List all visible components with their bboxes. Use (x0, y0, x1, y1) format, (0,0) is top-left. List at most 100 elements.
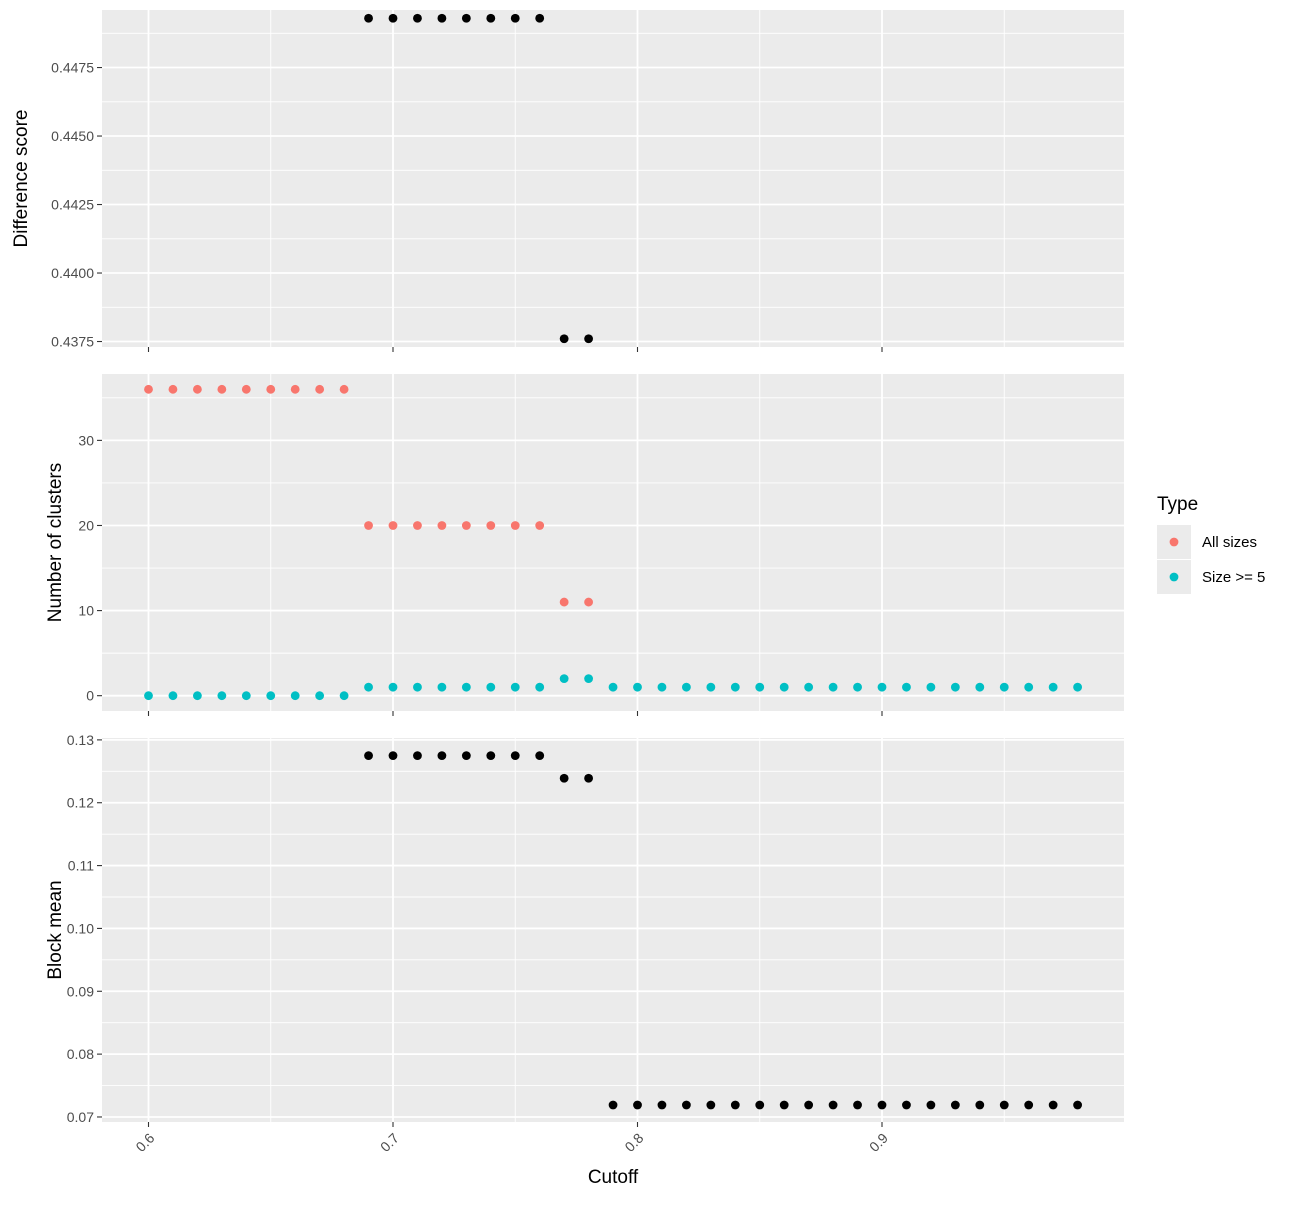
data-point (193, 691, 202, 701)
data-point (364, 682, 373, 692)
data-point (559, 773, 569, 783)
data-point (535, 13, 545, 23)
data-point (999, 682, 1009, 692)
x-tick-label: 0.6 (132, 1130, 157, 1155)
data-point (364, 521, 373, 530)
legend-key-marker (1169, 537, 1179, 547)
data-point (559, 597, 569, 607)
x-tick-label: 0.9 (866, 1130, 891, 1155)
data-point (657, 682, 667, 692)
y-tick-label: 0.4450 (51, 128, 94, 144)
y-axis-title: Difference score (11, 110, 32, 248)
y-tick-label: 0.11 (68, 858, 94, 874)
data-point (559, 334, 569, 344)
data-point (315, 384, 325, 394)
data-point (584, 773, 593, 783)
y-axis-title: Number of clusters (45, 463, 66, 622)
data-point (461, 751, 471, 760)
data-point (535, 751, 545, 760)
data-point (168, 384, 178, 394)
data-point (657, 1100, 667, 1110)
panel-background-2 (102, 374, 1124, 711)
data-point (510, 13, 520, 23)
data-point (486, 13, 496, 23)
data-point (706, 1100, 716, 1110)
data-point (290, 384, 300, 394)
data-point (437, 751, 447, 760)
data-point (290, 691, 300, 701)
y-tick-label: 0.4375 (51, 334, 94, 350)
y-tick-label: 10 (78, 603, 94, 619)
data-point (413, 521, 422, 530)
data-point (144, 691, 153, 701)
data-point (926, 682, 936, 692)
legend-title: Type (1157, 494, 1198, 515)
data-point (779, 682, 789, 692)
data-point (853, 1100, 862, 1110)
data-point (1048, 1100, 1058, 1110)
data-point (1048, 682, 1058, 692)
data-point (1024, 1100, 1034, 1110)
data-point (535, 682, 545, 692)
data-point (950, 1100, 960, 1110)
data-point (1073, 1100, 1082, 1110)
panel-background-3 (102, 738, 1124, 1122)
legend-label: All sizes (1202, 534, 1257, 551)
data-point (461, 682, 471, 692)
data-point (975, 1100, 985, 1110)
data-point (755, 682, 765, 692)
data-point (828, 1100, 838, 1110)
data-point (510, 751, 520, 760)
data-point (608, 682, 618, 692)
y-axis-title: Block mean (45, 880, 66, 979)
data-point (584, 334, 593, 344)
data-point (437, 13, 447, 23)
data-point (217, 691, 227, 701)
x-tick-label: 0.7 (377, 1130, 402, 1155)
data-point (486, 682, 496, 692)
data-point (388, 13, 398, 23)
data-point (779, 1100, 789, 1110)
legend-key-marker (1169, 572, 1179, 582)
data-point (486, 751, 496, 760)
data-point (168, 691, 178, 701)
data-point (413, 682, 422, 692)
data-point (853, 682, 862, 692)
data-point (877, 1100, 887, 1110)
data-point (510, 521, 520, 530)
y-tick-label: 0.08 (67, 1046, 94, 1062)
data-point (461, 13, 471, 23)
data-point (902, 1100, 911, 1110)
y-tick-label: 30 (78, 432, 94, 448)
data-point (730, 682, 740, 692)
y-tick-label: 0 (86, 688, 94, 704)
data-point (266, 691, 276, 701)
data-point (950, 682, 960, 692)
data-point (877, 682, 887, 692)
y-tick-label: 20 (78, 517, 94, 533)
data-point (584, 674, 593, 684)
data-point (535, 521, 545, 530)
data-point (339, 691, 349, 701)
y-tick-label: 0.4400 (51, 265, 94, 281)
data-point (682, 1100, 691, 1110)
data-point (144, 384, 153, 394)
data-point (682, 682, 691, 692)
x-tick-label: 0.8 (621, 1130, 646, 1155)
data-point (828, 682, 838, 692)
data-point (633, 1100, 642, 1110)
data-point (999, 1100, 1009, 1110)
y-tick-label: 0.13 (67, 732, 94, 748)
data-point (584, 597, 593, 607)
data-point (437, 521, 447, 530)
data-point (1024, 682, 1034, 692)
data-point (486, 521, 496, 530)
data-point (388, 521, 398, 530)
y-tick-label: 0.10 (67, 920, 94, 936)
data-point (413, 751, 422, 760)
legend-label: Size >= 5 (1202, 569, 1265, 586)
data-point (804, 1100, 814, 1110)
data-point (975, 682, 985, 692)
